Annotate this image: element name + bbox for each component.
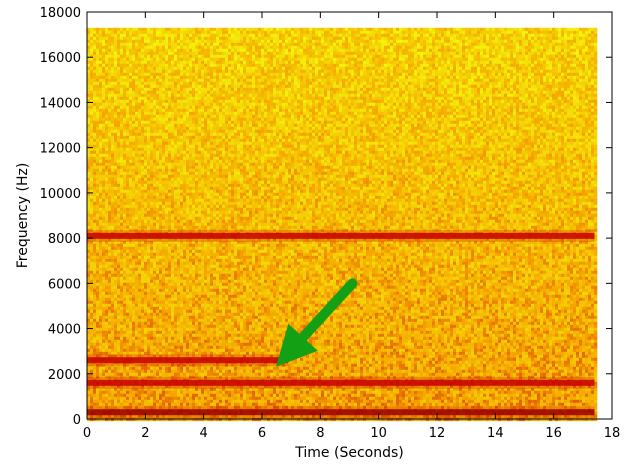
x-tick-label: 0 xyxy=(83,426,91,441)
frequency-band-halo xyxy=(87,354,288,366)
x-tick-label: 12 xyxy=(429,426,446,441)
x-tick-label: 18 xyxy=(604,426,621,441)
x-tick-label: 6 xyxy=(258,426,266,441)
y-tick-label: 18000 xyxy=(40,6,81,21)
x-tick-label: 8 xyxy=(316,426,324,441)
y-tick-label: 14000 xyxy=(40,96,81,111)
x-axis-label: Time (Seconds) xyxy=(294,445,403,461)
y-tick-label: 4000 xyxy=(48,323,81,338)
x-tick-label: 2 xyxy=(141,426,149,441)
x-tick-label: 4 xyxy=(200,426,208,441)
y-tick-label: 12000 xyxy=(40,142,81,157)
frequency-band-halo xyxy=(87,406,595,418)
y-tick-label: 8000 xyxy=(48,232,81,247)
y-axis-label: Frequency (Hz) xyxy=(15,163,31,269)
y-tick-label: 6000 xyxy=(48,277,81,292)
y-tick-label: 10000 xyxy=(40,187,81,202)
frequency-band-halo xyxy=(87,230,595,242)
y-tick-label: 0 xyxy=(73,413,81,428)
x-tick-label: 10 xyxy=(370,426,387,441)
y-tick-label: 16000 xyxy=(40,51,81,66)
x-tick-label: 14 xyxy=(487,426,504,441)
x-tick-label: 16 xyxy=(545,426,562,441)
frequency-band-halo xyxy=(87,377,595,389)
y-tick-label: 2000 xyxy=(48,368,81,383)
